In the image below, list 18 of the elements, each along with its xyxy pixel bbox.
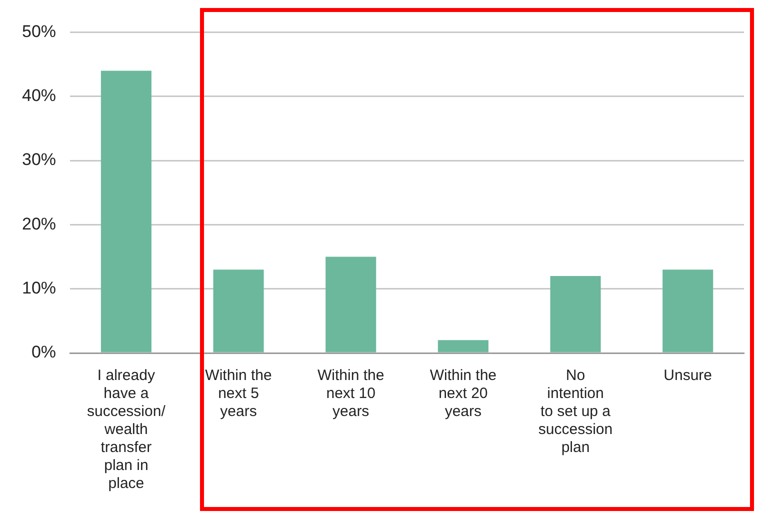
y-tick-label: 0%	[31, 342, 56, 362]
y-tick-label: 50%	[22, 22, 56, 41]
x-tick-label: Within the next 10 years	[317, 367, 384, 420]
x-tick-label: Unsure	[664, 367, 712, 384]
bar	[550, 276, 601, 352]
bar	[213, 270, 264, 352]
bar	[100, 70, 152, 352]
y-tick-label: 20%	[22, 214, 56, 234]
x-tick-label: Within the next 20 years	[430, 367, 497, 420]
y-tick-label: 40%	[22, 86, 56, 106]
bar	[662, 270, 714, 352]
bar	[326, 256, 376, 352]
y-tick-label: 30%	[22, 150, 56, 170]
x-tick-label: No intention to set up a succession plan	[538, 367, 613, 456]
bar	[438, 340, 488, 352]
x-tick-label: I already have a succession/ wealth transfer plan in place	[87, 367, 166, 492]
x-tick-label: Within the next 5 years	[205, 367, 272, 420]
y-tick-label: 10%	[22, 278, 56, 298]
